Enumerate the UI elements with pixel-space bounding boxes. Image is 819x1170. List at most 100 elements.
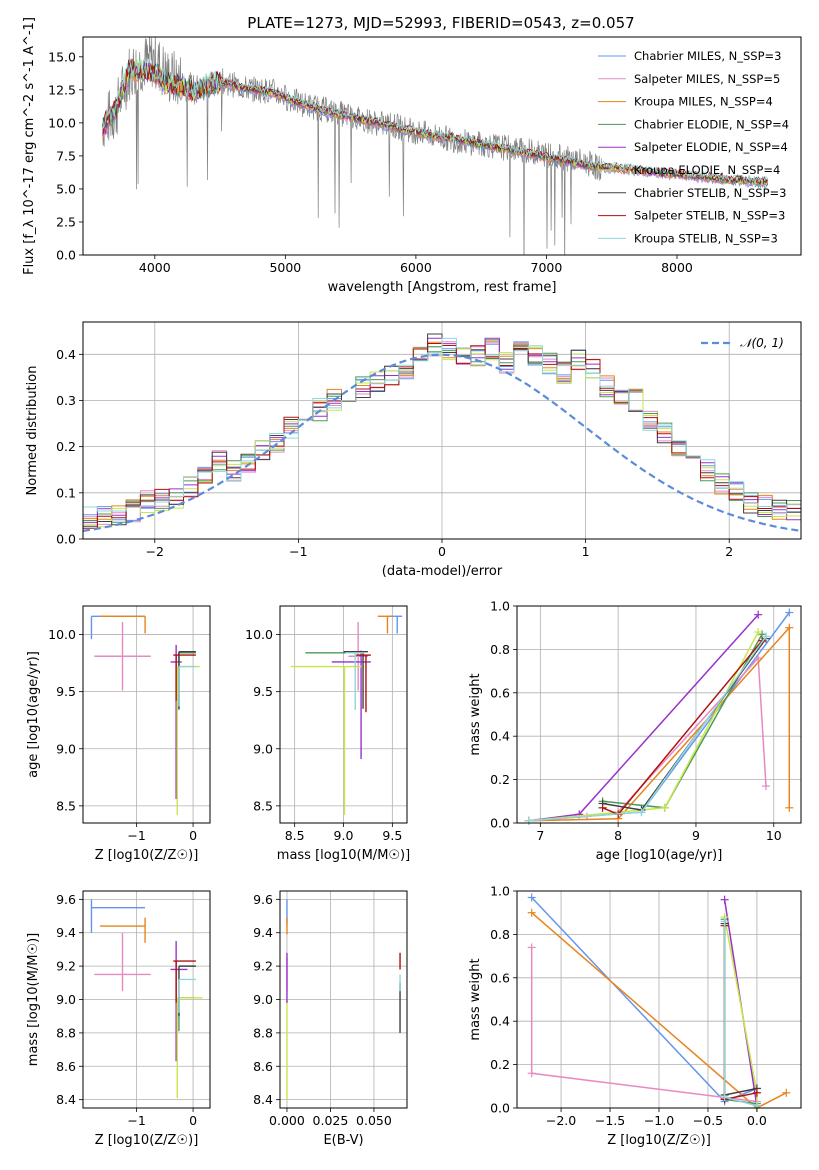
age-vs-mass-chart: 8.5 9.0 9.5 8.5 9.0 9.5 10.0 mass [log10(M/M☉)] (245, 605, 410, 863)
y-tick-label: 10.0 (48, 115, 76, 130)
x-axis-label: (data-model)/error (382, 564, 503, 579)
x-tick-label: 8.5 (285, 828, 305, 843)
y-tick-label: 8.6 (253, 1059, 273, 1074)
normal-curve (83, 353, 801, 532)
x-axis-label: mass [log10(M/M☉)] (277, 848, 410, 863)
spectrum-legend: Chabrier MILES, N_SSP=3 Salpeter MILES, N… (598, 49, 789, 245)
plus-marker (660, 803, 669, 812)
y-axis-label: Flux [f_λ 10^-17 erg cm^-2 s^-1 A^-1] (22, 17, 37, 275)
y-tick-label: 0.8 (490, 927, 510, 942)
legend-label: Kroupa ELODIE, N_SSP=4 (634, 163, 780, 177)
y-tick-label: 9.4 (56, 925, 76, 940)
legend-label: 𝒩(0, 1) (740, 336, 784, 350)
plus-marker (754, 654, 763, 663)
x-axis-label: age [log10(age/yr)] (596, 848, 723, 863)
x-tick-label: 9.0 (334, 828, 354, 843)
legend-label: Kroupa MILES, N_SSP=4 (634, 95, 773, 109)
errorbar-point (176, 997, 203, 1098)
errorbar-point (331, 650, 371, 760)
y-tick-label: 7.5 (56, 148, 76, 163)
y-tick-label: 0.6 (490, 685, 510, 700)
x-tick-label: 2 (725, 544, 733, 559)
axes-frame (82, 36, 802, 256)
y-tick-label: 0.4 (56, 347, 76, 362)
plus-marker (527, 943, 536, 952)
plus-marker (527, 893, 536, 902)
x-tick-label: −1 (127, 828, 145, 843)
y-tick-label: 8.4 (253, 1092, 273, 1107)
x-tick-label: 5000 (269, 260, 301, 275)
plus-marker (785, 608, 794, 617)
y-tick-label: 9.6 (253, 892, 273, 907)
x-tick-label: 0.000 (269, 1113, 305, 1128)
massweight-vs-age-chart: 7 8 9 10 0.0 0.2 0.4 0.6 0.8 1.0 age [log10(age/yr… (468, 599, 802, 863)
x-tick-label: 9.5 (382, 828, 402, 843)
y-tick-label: 9.5 (56, 684, 76, 699)
y-tick-label: 9.4 (253, 925, 273, 940)
y-tick-label: 9.0 (253, 741, 273, 756)
errorbar-point (343, 650, 368, 709)
errorbar-point (99, 917, 146, 943)
y-tick-label: 0.0 (56, 532, 76, 547)
axes-frame (516, 605, 802, 824)
y-tick-label: 8.8 (253, 1025, 273, 1040)
x-tick-label: −1 (127, 1113, 145, 1128)
x-tick-label: 6000 (400, 260, 432, 275)
y-axis-label: age [log10(age/yr)] (26, 651, 41, 778)
plus-marker (637, 808, 646, 817)
errorbar-point (348, 621, 368, 691)
y-tick-label: 10.0 (245, 627, 273, 642)
mass-vs-Z-chart: −1 0 8.4 8.6 8.8 9.0 9.2 9.4 9.6 Z [log10(Z/Z☉)] m… (26, 890, 211, 1148)
y-tick-label: 8.6 (56, 1059, 76, 1074)
y-tick-label: 9.0 (253, 992, 273, 1007)
x-tick-label: 1 (582, 544, 590, 559)
plus-marker (527, 1069, 536, 1078)
page-title: PLATE=1273, MJD=52993, FIBERID=0543, z=0… (247, 14, 634, 32)
legend-label: Chabrier STELIB, N_SSP=3 (634, 186, 786, 200)
x-tick-label: 9 (692, 828, 700, 843)
errorbar-point (377, 615, 393, 634)
x-axis-label: E(B-V) (323, 1133, 363, 1148)
y-tick-label: 0.0 (490, 1101, 510, 1116)
y-tick-label: 9.2 (253, 959, 273, 974)
plus-marker (761, 782, 770, 791)
spectrum-chart: 4000 5000 6000 7000 8000 0.0 2.5 5.0 7.5 10.0 12.5… (22, 17, 802, 295)
residuals-chart: −2 −1 0 1 2 0.0 0.1 0.2 0.3 0.4 (data-model)/error… (25, 321, 802, 579)
legend-label: Chabrier ELODIE, N_SSP=4 (634, 117, 789, 131)
x-axis-label: wavelength [Angstrom, rest frame] (328, 280, 557, 295)
x-tick-label: −1 (289, 544, 307, 559)
y-tick-label: 8.5 (253, 798, 273, 813)
y-tick-label: 9.0 (56, 741, 76, 756)
massweight-vs-Z-chart: −2.0 −1.5 −1.0 −0.5 0.0 0.0 0.2 0.4 0.6 0.8 1.0 Z [… (468, 884, 802, 1148)
y-tick-label: 0.1 (56, 485, 76, 500)
x-tick-label: 0 (438, 544, 446, 559)
errorbar-point (290, 665, 365, 816)
y-axis-label: mass weight (468, 958, 483, 1040)
y-tick-label: 0.8 (490, 642, 510, 657)
y-tick-label: 0.2 (490, 1057, 510, 1072)
model-spectrum-line (102, 57, 769, 184)
y-tick-label: 0.0 (490, 816, 510, 831)
plus-marker (598, 803, 607, 812)
model-spectrum-line (102, 58, 769, 185)
x-axis-label: Z [log10(Z/Z☉)] (95, 1133, 199, 1148)
errorbar-point (94, 621, 151, 691)
axes-frame (82, 605, 211, 824)
x-tick-label: 0 (189, 1113, 197, 1128)
y-tick-label: 0.2 (490, 772, 510, 787)
y-axis-label: Normed distribution (25, 366, 40, 496)
x-tick-label: −0.5 (693, 1113, 723, 1128)
y-tick-label: 9.5 (253, 684, 273, 699)
histogram-step (83, 346, 801, 528)
plus-marker (720, 917, 729, 926)
legend-label: Salpeter MILES, N_SSP=5 (634, 72, 780, 86)
x-tick-label: 0.025 (313, 1113, 349, 1128)
legend-label: Kroupa STELIB, N_SSP=3 (634, 231, 778, 245)
plus-marker (527, 908, 536, 917)
y-tick-label: 9.0 (56, 992, 76, 1007)
plus-marker (754, 628, 763, 637)
x-tick-label: 8 (614, 828, 622, 843)
plus-marker (754, 610, 763, 619)
errorbar-point (178, 978, 196, 1013)
